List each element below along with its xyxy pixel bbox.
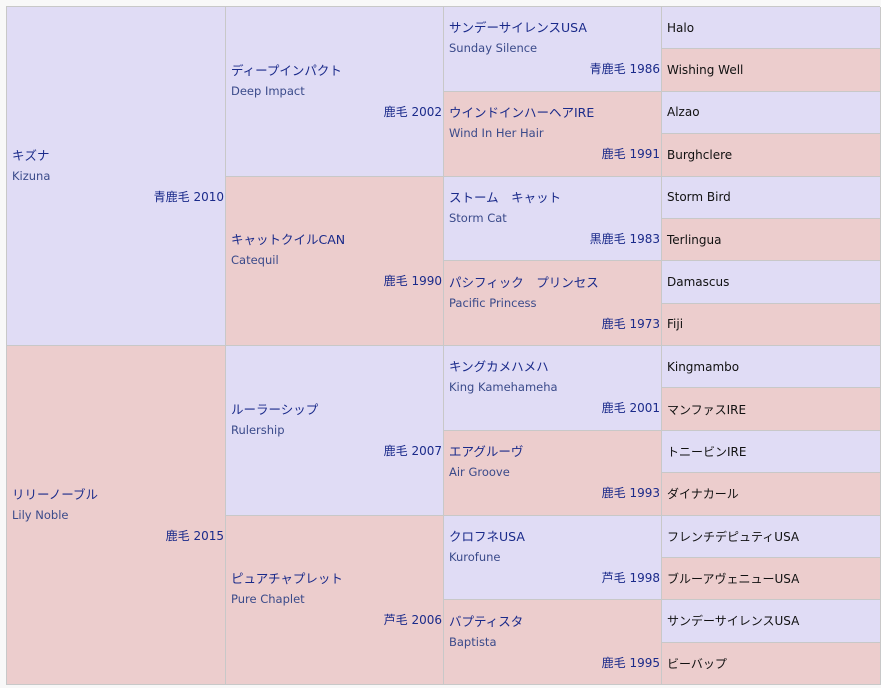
pedigree-cell-gen4: Wishing Well — [662, 49, 881, 92]
pedigree-cell-gen4: Burghclere — [662, 134, 881, 177]
horse-name: ダイナカール — [667, 487, 739, 502]
pedigree-cell-gen4: ダイナカール — [662, 473, 881, 516]
pedigree-cell-gen4: マンファスIRE — [662, 388, 881, 431]
coat-year: 青鹿毛 1986 — [589, 62, 660, 77]
horse-name-link[interactable]: キャットクイルCAN — [231, 232, 346, 248]
coat-year: 芦毛 2006 — [383, 613, 442, 628]
horse-name: Halo — [667, 20, 695, 35]
pedigree-cell-gen4: Fiji — [662, 303, 881, 346]
horse-name-link[interactable]: ストーム キャット — [449, 189, 562, 205]
horse-name-link[interactable]: バプティスタ — [449, 613, 524, 629]
coat-year: 鹿毛 1993 — [601, 486, 660, 501]
pedigree-cell-gen3: キングカメハメハ King Kamehameha 鹿毛 2001 — [444, 346, 662, 431]
coat-year: 鹿毛 1990 — [383, 274, 442, 289]
horse-english-name: King Kamehameha — [449, 380, 558, 395]
horse-name: Fiji — [667, 317, 684, 332]
coat-year: 鹿毛 1991 — [601, 147, 660, 162]
horse-name-link[interactable]: ウインドインハーヘアIRE — [449, 105, 595, 121]
pedigree-cell-gen3: サンデーサイレンスUSA Sunday Silence 青鹿毛 1986 — [444, 7, 662, 92]
horse-name-link[interactable]: パシフィック プリンセス — [449, 274, 599, 290]
coat-year: 鹿毛 2015 — [165, 528, 224, 543]
pedigree-cell-gen4: Damascus — [662, 261, 881, 304]
pedigree-cell-gen1: キズナ Kizuna 青鹿毛 2010 — [7, 7, 226, 346]
coat-year: 青鹿毛 2010 — [153, 189, 224, 204]
horse-name: ビーバップ — [667, 656, 727, 671]
horse-english-name: Kizuna — [12, 168, 51, 183]
horse-english-name: Rulership — [231, 422, 285, 437]
horse-name: マンファスIRE — [667, 402, 747, 417]
horse-english-name: Storm Cat — [449, 210, 507, 225]
horse-name: トニービンIRE — [667, 444, 747, 459]
pedigree-cell-gen2: ディープインパクト Deep Impact 鹿毛 2002 — [226, 7, 444, 177]
pedigree-cell-gen4: Terlingua — [662, 218, 881, 262]
pedigree-cell-gen3: ストーム キャット Storm Cat 黒鹿毛 1983 — [444, 176, 662, 262]
pedigree-cell-gen3: エアグルーヴ Air Groove 鹿毛 1993 — [444, 430, 662, 516]
horse-english-name: Air Groove — [449, 465, 510, 480]
horse-name: ブルーアヴェニューUSA — [667, 572, 800, 587]
pedigree-cell-gen4: ビーバップ — [662, 642, 881, 685]
pedigree-cell-gen4: フレンチデピュティUSA — [662, 515, 881, 558]
pedigree-cell-gen2: ルーラーシップ Rulership 鹿毛 2007 — [226, 346, 444, 516]
horse-english-name: Pacific Princess — [449, 295, 537, 310]
coat-year: 黒鹿毛 1983 — [589, 231, 660, 246]
pedigree-cell-gen1: リリーノーブル Lily Noble 鹿毛 2015 — [7, 346, 226, 685]
pedigree-cell-gen3: クロフネUSA Kurofune 芦毛 1998 — [444, 515, 662, 601]
pedigree-cell-gen4: サンデーサイレンスUSA — [662, 600, 881, 643]
coat-year: 芦毛 1998 — [601, 570, 660, 585]
horse-english-name: Wind In Her Hair — [449, 126, 544, 141]
horse-name-link[interactable]: エアグルーヴ — [449, 444, 524, 460]
coat-year: 鹿毛 2007 — [383, 443, 442, 458]
pedigree-cell-gen4: Kingmambo — [662, 346, 881, 389]
horse-name: Terlingua — [667, 232, 722, 247]
horse-name: Alzao — [667, 105, 700, 120]
horse-english-name: Baptista — [449, 634, 497, 649]
pedigree-cell-gen3: ウインドインハーヘアIRE Wind In Her Hair 鹿毛 1991 — [444, 91, 662, 177]
horse-name: Kingmambo — [667, 359, 740, 374]
coat-year: 鹿毛 1973 — [601, 316, 660, 331]
horse-name-link[interactable]: ルーラーシップ — [231, 401, 319, 417]
horse-name-link[interactable]: サンデーサイレンスUSA — [449, 20, 587, 36]
coat-year: 鹿毛 1995 — [601, 655, 660, 670]
pedigree-cell-gen2: キャットクイルCAN Catequil 鹿毛 1990 — [226, 176, 444, 346]
pedigree-cell-gen3: バプティスタ Baptista 鹿毛 1995 — [444, 600, 662, 685]
horse-name: フレンチデピュティUSA — [667, 529, 800, 544]
horse-english-name: Catequil — [231, 253, 279, 268]
pedigree-cell-gen3: パシフィック プリンセス Pacific Princess 鹿毛 1973 — [444, 261, 662, 346]
horse-name-link[interactable]: ディープインパクト — [231, 62, 342, 78]
horse-name: Burghclere — [667, 147, 733, 162]
pedigree-cell-gen4: Alzao — [662, 91, 881, 135]
horse-english-name: Sunday Silence — [449, 41, 538, 56]
pedigree-cell-gen4: ブルーアヴェニューUSA — [662, 557, 881, 601]
horse-name-link[interactable]: キングカメハメハ — [449, 359, 549, 375]
coat-year: 鹿毛 2002 — [383, 104, 442, 119]
horse-name-link[interactable]: リリーノーブル — [12, 486, 99, 502]
horse-english-name: Deep Impact — [231, 83, 305, 98]
coat-year: 鹿毛 2001 — [601, 401, 660, 416]
horse-english-name: Lily Noble — [12, 507, 69, 522]
horse-name: Wishing Well — [667, 63, 744, 78]
pedigree-cell-gen2: ピュアチャプレット Pure Chaplet 芦毛 2006 — [226, 515, 444, 685]
horse-english-name: Kurofune — [449, 549, 501, 564]
horse-name-link[interactable]: キズナ — [12, 147, 50, 163]
horse-name: Storm Bird — [667, 190, 731, 205]
pedigree-cell-gen4: Storm Bird — [662, 176, 881, 219]
pedigree-cell-gen4: Halo — [662, 7, 881, 50]
horse-name-link[interactable]: ピュアチャプレット — [231, 571, 343, 587]
horse-name: Damascus — [667, 274, 730, 289]
pedigree-table: キズナ Kizuna 青鹿毛 2010 リリーノーブル Lily Noble 鹿毛 201… — [6, 6, 881, 685]
horse-name: サンデーサイレンスUSA — [667, 614, 800, 629]
horse-name-link[interactable]: クロフネUSA — [449, 528, 525, 544]
horse-english-name: Pure Chaplet — [231, 592, 305, 607]
pedigree-cell-gen4: トニービンIRE — [662, 430, 881, 474]
